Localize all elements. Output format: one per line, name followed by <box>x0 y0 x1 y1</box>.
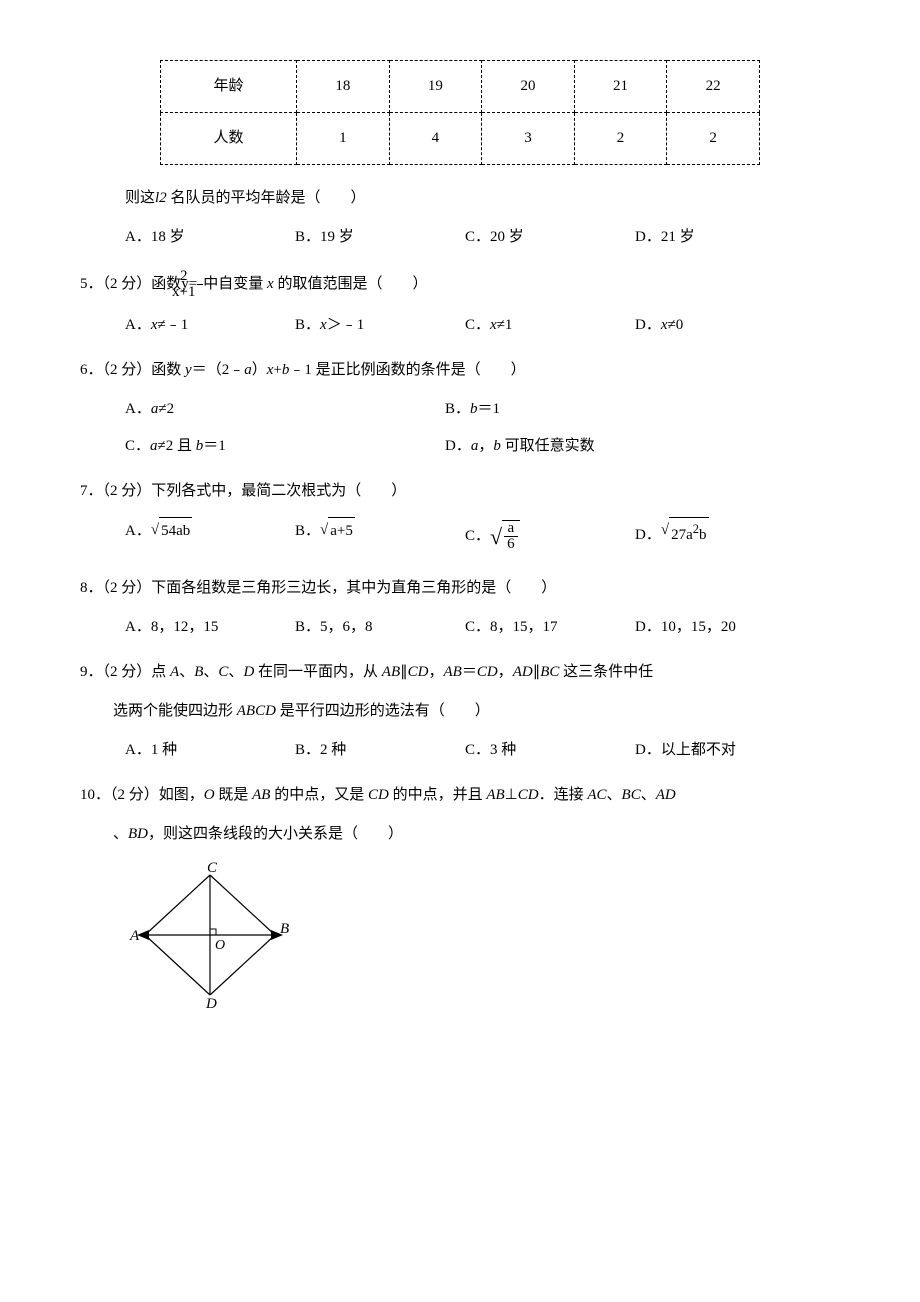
table-row: 年龄 18 19 20 21 22 <box>161 61 760 113</box>
label-d: D <box>205 996 217 1010</box>
question-9: 9．（2 分）点 A、B、C、D 在同一平面内，从 AB∥CD，AB＝CD，AD… <box>80 659 840 764</box>
q10-stem: 10．（2 分）如图，O 既是 AB 的中点，又是 CD 的中点，并且 AB⊥C… <box>80 782 840 809</box>
q4-options: A．18 岁 B．19 岁 C．20 岁 D．21 岁 <box>80 224 840 251</box>
option-b: B．√a+5 <box>295 517 465 557</box>
q10-stem-cont: 、BD，则这四条线段的大小关系是（ ） <box>80 821 840 848</box>
question-7: 7．（2 分）下列各式中，最简二次根式为（ ） A．√54ab B．√a+5 C… <box>80 478 840 557</box>
table-cell: 2 <box>574 113 667 165</box>
table-cell: 20 <box>482 61 575 113</box>
option-b: B．5，6，8 <box>295 614 465 641</box>
q6-options-row1: A．a≠2 B．b＝1 <box>80 396 840 423</box>
q6-options-row2: C．a≠2 且 b＝1 D．a，b 可取任意实数 <box>80 433 840 460</box>
q9-options: A．1 种 B．2 种 C．3 种 D．以上都不对 <box>80 737 840 764</box>
table-cell: 22 <box>667 61 760 113</box>
table-cell: 年龄 <box>161 61 297 113</box>
question-6: 6．（2 分）函数 y＝（2﹣a）x+b﹣1 是正比例函数的条件是（ ） A．a… <box>80 357 840 460</box>
option-a: A．a≠2 <box>125 396 445 423</box>
q5-stem: 5．（2 分）函数y=2x+1中自变量 x 的取值范围是（ ） <box>80 269 840 300</box>
option-a: A．x≠﹣1 <box>125 312 295 339</box>
option-c: C．√a6 <box>465 517 635 557</box>
question-8: 8．（2 分）下面各组数是三角形三边长，其中为直角三角形的是（ ） A．8，12… <box>80 575 840 641</box>
q5-options: A．x≠﹣1 B．x＞﹣1 C．x≠1 D．x≠0 <box>80 312 840 339</box>
table-cell: 21 <box>574 61 667 113</box>
option-d: D．x≠0 <box>635 312 785 339</box>
q7-stem: 7．（2 分）下列各式中，最简二次根式为（ ） <box>80 478 840 505</box>
option-c: C．a≠2 且 b＝1 <box>125 433 445 460</box>
table-cell: 18 <box>297 61 390 113</box>
option-d: D．10，15，20 <box>635 614 785 641</box>
option-d: D．以上都不对 <box>635 737 785 764</box>
question-5: 5．（2 分）函数y=2x+1中自变量 x 的取值范围是（ ） A．x≠﹣1 B… <box>80 269 840 339</box>
table-cell: 2 <box>667 113 760 165</box>
q9-stem: 9．（2 分）点 A、B、C、D 在同一平面内，从 AB∥CD，AB＝CD，AD… <box>80 659 840 686</box>
option-d: D．√27a2b <box>635 517 785 557</box>
option-a: A．8，12，15 <box>125 614 295 641</box>
option-c: C．x≠1 <box>465 312 635 339</box>
age-table: 年龄 18 19 20 21 22 人数 1 4 3 2 2 <box>160 60 760 165</box>
option-c: C．8，15，17 <box>465 614 635 641</box>
table-cell: 人数 <box>161 113 297 165</box>
q10-figure: A B C D O <box>80 860 840 1020</box>
label-c: C <box>207 860 218 876</box>
label-b: B <box>280 921 289 937</box>
rhombus-diagram-icon: A B C D O <box>125 860 295 1010</box>
question-10: 10．（2 分）如图，O 既是 AB 的中点，又是 CD 的中点，并且 AB⊥C… <box>80 782 840 1020</box>
question-4-continued: 则这l2 名队员的平均年龄是（ ） A．18 岁 B．19 岁 C．20 岁 D… <box>80 185 840 251</box>
option-c: C．3 种 <box>465 737 635 764</box>
q9-stem-cont: 选两个能使四边形 ABCD 是平行四边形的选法有（ ） <box>80 698 840 725</box>
table-cell: 3 <box>482 113 575 165</box>
q7-options: A．√54ab B．√a+5 C．√a6 D．√27a2b <box>80 517 840 557</box>
q6-stem: 6．（2 分）函数 y＝（2﹣a）x+b﹣1 是正比例函数的条件是（ ） <box>80 357 840 384</box>
label-o: O <box>215 938 225 953</box>
option-a: A．1 种 <box>125 737 295 764</box>
option-c: C．20 岁 <box>465 224 635 251</box>
option-b: B．2 种 <box>295 737 465 764</box>
option-b: B．19 岁 <box>295 224 465 251</box>
option-d: D．a，b 可取任意实数 <box>445 433 765 460</box>
label-a: A <box>129 928 140 944</box>
q8-stem: 8．（2 分）下面各组数是三角形三边长，其中为直角三角形的是（ ） <box>80 575 840 602</box>
option-a: A．√54ab <box>125 517 295 557</box>
table-cell: 19 <box>389 61 482 113</box>
q4-stem: 则这l2 名队员的平均年龄是（ ） <box>80 185 840 212</box>
table-row: 人数 1 4 3 2 2 <box>161 113 760 165</box>
option-b: B．b＝1 <box>445 396 765 423</box>
option-d: D．21 岁 <box>635 224 785 251</box>
q8-options: A．8，12，15 B．5，6，8 C．8，15，17 D．10，15，20 <box>80 614 840 641</box>
option-b: B．x＞﹣1 <box>295 312 465 339</box>
table-cell: 4 <box>389 113 482 165</box>
option-a: A．18 岁 <box>125 224 295 251</box>
table-cell: 1 <box>297 113 390 165</box>
